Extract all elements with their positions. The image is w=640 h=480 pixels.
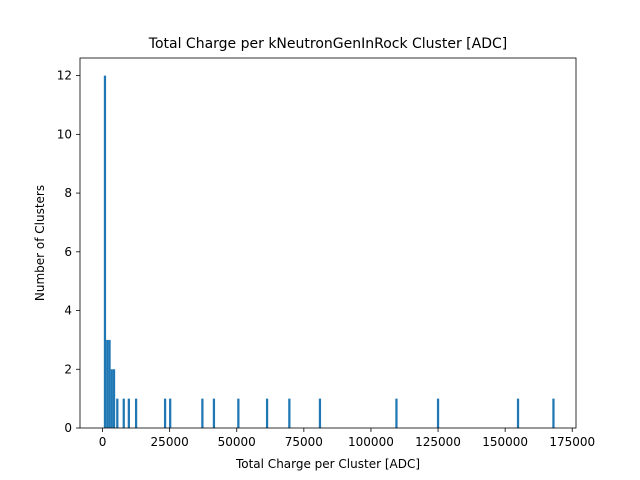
histogram-bar-14: [265, 398, 269, 428]
x-tick-label: 150000: [482, 435, 528, 449]
y-tick-label: 12: [57, 69, 72, 83]
x-tick-label: 0: [99, 435, 107, 449]
y-tick-label: 2: [64, 362, 72, 376]
x-tick-label: 25000: [151, 435, 189, 449]
histogram-bar-16: [318, 398, 322, 428]
y-tick-label: 8: [64, 186, 72, 200]
histogram-bar-20: [552, 398, 555, 428]
histogram-bar-4: [112, 369, 116, 428]
histogram-bar-17: [395, 398, 398, 428]
x-tick-label: 50000: [218, 435, 256, 449]
y-axis-label: Number of Clusters: [33, 185, 47, 301]
x-axis-ticks: 0 25000 50000 75000 100000 125000 150000 175000: [99, 428, 595, 449]
x-tick-label: 125000: [415, 435, 461, 449]
x-tick-label: 75000: [285, 435, 323, 449]
histogram-bar-19: [516, 398, 520, 428]
chart-title: Total Charge per kNeutronGenInRock Clust…: [148, 36, 507, 52]
y-axis-ticks: 0 2 4 6 8 10 12: [57, 69, 80, 435]
histogram-bar-12: [212, 398, 216, 428]
x-tick-label: 100000: [348, 435, 394, 449]
x-tick-label: 175000: [549, 435, 595, 449]
y-tick-label: 6: [64, 245, 72, 259]
histogram-bar-9: [163, 398, 167, 428]
histogram-bar-1: [106, 339, 109, 428]
histogram-bar-15: [288, 398, 291, 428]
histogram-bar-7: [127, 398, 130, 428]
histogram-bar-5: [116, 398, 119, 428]
histogram-bar-11: [201, 398, 204, 428]
histogram-bar-10: [169, 398, 172, 428]
histogram-bar-2: [108, 339, 111, 428]
histogram-bar-6: [122, 398, 125, 428]
histogram-bar-0: [103, 75, 107, 428]
x-axis-label: Total Charge per Cluster [ADC]: [235, 457, 420, 471]
histogram-bar-13: [237, 398, 240, 428]
plot-frame: [79, 57, 577, 429]
histogram-bars: [103, 75, 555, 428]
histogram-bar-3: [110, 369, 113, 428]
histogram-bar-8: [134, 398, 138, 428]
y-tick-label: 4: [64, 304, 72, 318]
histogram-bar-18: [436, 398, 440, 428]
y-tick-label: 10: [57, 127, 72, 141]
y-tick-label: 0: [64, 421, 72, 435]
